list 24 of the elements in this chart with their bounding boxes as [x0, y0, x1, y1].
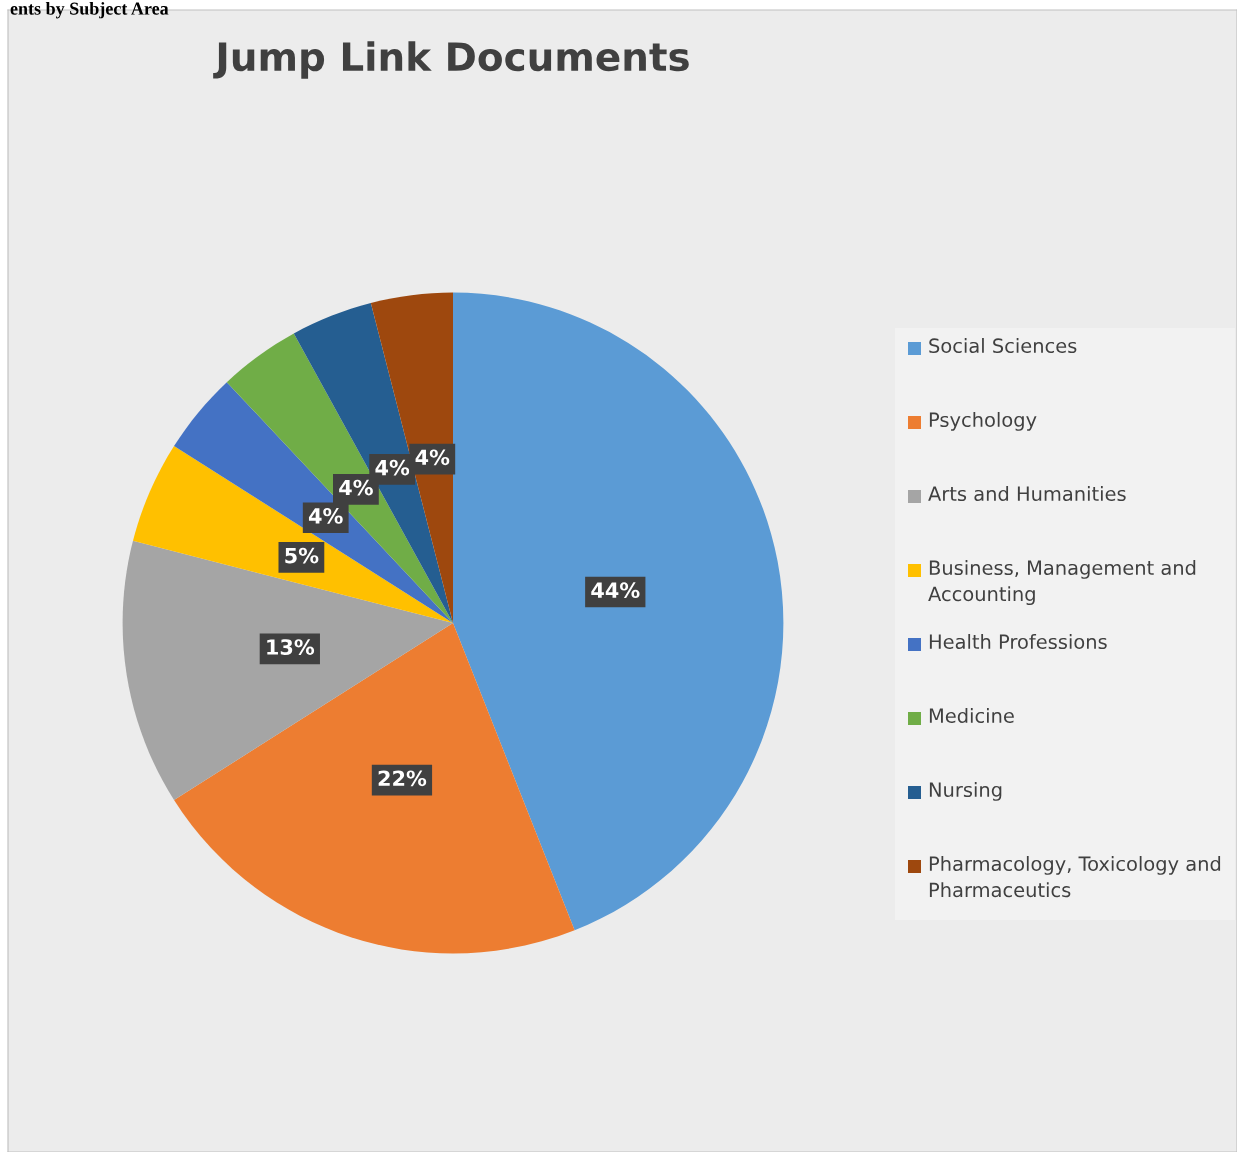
data-label: 4%: [375, 459, 410, 476]
pie-slice: [226, 333, 453, 623]
data-label: 5%: [285, 547, 319, 564]
data-label: 44%: [591, 582, 640, 599]
chart-title: Jump Link Documents: [213, 41, 689, 79]
legend-label: Health Professions: [929, 634, 1107, 650]
legend-label: Nursing: [929, 782, 1002, 801]
text: ents by Subject Area: [10, 2, 169, 19]
pie-slice: [122, 540, 453, 801]
data-label: 13%: [267, 639, 315, 655]
legend-label: Pharmacology, Toxicology and Pharmaceutics: [929, 856, 1221, 898]
pie-slice: [132, 445, 453, 623]
data-label: 4%: [308, 507, 343, 524]
data-label: 4%: [339, 479, 373, 496]
data-label: 22%: [378, 770, 427, 787]
legend-label: Psychology: [929, 412, 1037, 431]
pie-slice: [453, 292, 784, 931]
pie-slice: [174, 623, 575, 954]
data-label: 4%: [415, 449, 450, 466]
legend-label: Medicine: [929, 708, 1014, 724]
legend-label: Social Sciences: [929, 338, 1077, 354]
legend-label: Arts and Humanities: [928, 486, 1126, 502]
legend-label: Business, Management and Accounting: [928, 560, 1196, 606]
pie-slice: [174, 382, 453, 623]
